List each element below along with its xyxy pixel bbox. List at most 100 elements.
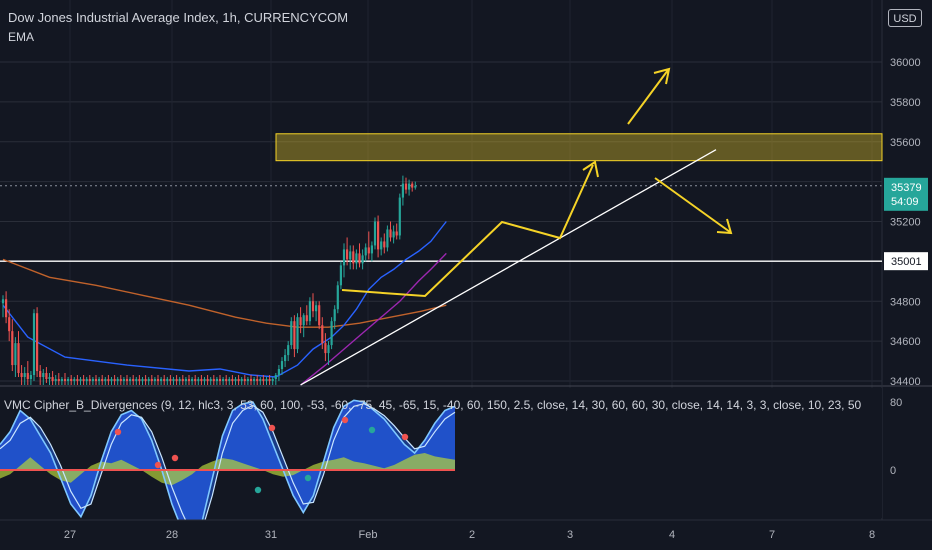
candle-body (113, 379, 116, 381)
chart-title: Dow Jones Industrial Average Index, 1h, … (8, 10, 349, 25)
candle-body (256, 379, 259, 381)
candle (287, 341, 290, 362)
candle (113, 375, 116, 385)
candle-body (141, 379, 144, 381)
candle-body (268, 379, 271, 381)
candle-body (231, 379, 234, 381)
candle-body (234, 379, 237, 381)
candle (91, 377, 94, 385)
candle (11, 319, 14, 372)
candle-body (398, 197, 401, 236)
price-axis[interactable]: 3600035800356003540035200348003460034400… (884, 57, 928, 477)
price-tick-label: 35600 (890, 137, 921, 149)
candle (411, 181, 414, 192)
time-tick-label: 8 (869, 529, 875, 541)
candle-body (172, 379, 175, 381)
candle-body (104, 379, 107, 381)
candle-body (194, 379, 197, 381)
price-tick-label: 35800 (890, 97, 921, 109)
time-tick-label: 28 (166, 529, 178, 541)
candle (370, 241, 373, 262)
candle (218, 375, 222, 385)
candle (358, 243, 361, 268)
candle-body (342, 249, 346, 266)
candle (305, 305, 308, 326)
candle-body (246, 379, 249, 381)
candle (20, 365, 23, 385)
candle-body (364, 247, 367, 256)
candle-body (82, 379, 85, 381)
candle-body (17, 343, 20, 374)
candle-body (318, 305, 321, 326)
candle-body (333, 309, 336, 322)
candle (414, 181, 417, 190)
candle-body (153, 379, 156, 381)
candle-body (262, 379, 265, 381)
projection-zigzag (341, 164, 594, 298)
candle-body (42, 373, 45, 378)
candle (311, 293, 315, 318)
candle-body (166, 379, 169, 381)
candle (212, 375, 215, 385)
trend-line (300, 149, 717, 386)
candle-body (392, 231, 395, 238)
price-tick-label: 36000 (890, 57, 921, 69)
candle (284, 349, 287, 368)
candle (380, 237, 383, 256)
signal-dot (254, 486, 262, 494)
candle-body (349, 251, 352, 260)
candle-body (358, 253, 361, 264)
currency-button[interactable]: USD (888, 9, 922, 27)
candle-body (197, 379, 200, 381)
candle (234, 377, 237, 385)
candle-body (26, 373, 29, 380)
signal-dot (368, 426, 376, 434)
candle (280, 357, 284, 376)
candle-body (218, 379, 222, 381)
candle (8, 309, 11, 342)
time-tick-label: 2 (469, 529, 475, 541)
candle (336, 281, 339, 314)
time-tick-label: 4 (669, 529, 675, 541)
candle-body (302, 315, 305, 326)
resistance-zone (275, 133, 883, 162)
candle (361, 249, 364, 270)
price-tick-label: 34600 (890, 336, 921, 348)
candle (88, 375, 91, 385)
candle-body (39, 371, 42, 378)
candle (76, 375, 79, 385)
candle-body (280, 361, 284, 370)
candle (315, 301, 318, 322)
candle (339, 261, 342, 290)
candle-body (79, 379, 82, 381)
candle-body (290, 321, 293, 346)
candle-body (324, 343, 327, 354)
time-axis[interactable]: 27 28 31 Feb 2 3 4 7 8 (0, 519, 932, 550)
signal-dot (154, 461, 162, 469)
price-tick-label: 34800 (890, 296, 921, 308)
candle-body (336, 285, 339, 310)
candle-body (11, 331, 14, 366)
candle-body (60, 379, 63, 381)
candle-body (355, 253, 358, 264)
candle (122, 377, 125, 385)
candle-body (361, 255, 364, 264)
candle-body (70, 379, 73, 381)
candle-body (169, 379, 172, 381)
time-tick-label: Feb (359, 529, 378, 541)
candle (107, 375, 110, 385)
candle-body (386, 229, 389, 248)
candle-body (129, 379, 132, 381)
candle-body (138, 379, 141, 381)
candle-body (212, 379, 215, 381)
candle-body (243, 379, 246, 381)
candle-body (411, 183, 414, 188)
candle (166, 377, 169, 385)
candle-body (54, 379, 57, 381)
candle (67, 377, 70, 385)
candle (206, 375, 209, 385)
candle-body (110, 379, 113, 381)
candle-body (73, 379, 76, 381)
last-price-label: 35379 (891, 182, 922, 194)
